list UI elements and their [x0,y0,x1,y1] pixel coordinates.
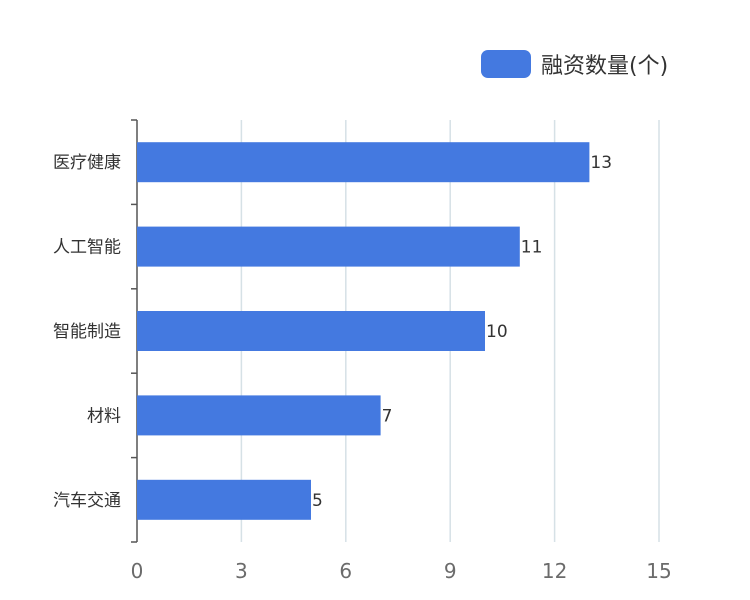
category-label: 汽车交通 [53,491,121,511]
bar [137,226,520,267]
bar [137,142,590,183]
x-tick-label: 9 [444,559,457,583]
data-label: 5 [312,491,323,511]
data-label: 7 [382,406,393,426]
legend: 融资数量(个) [481,48,668,80]
x-tick-label: 15 [646,559,671,583]
bar [137,395,381,436]
category-label: 智能制造 [53,322,121,342]
bar [137,479,311,520]
category-label: 材料 [87,406,121,426]
x-tick-label: 0 [131,559,144,583]
x-tick-label: 3 [235,559,248,583]
x-tick-label: 12 [542,559,567,583]
category-label: 医疗健康 [53,153,121,173]
bar [137,311,485,351]
data-label: 13 [590,153,612,173]
legend-label: 融资数量(个) [541,54,669,79]
data-label: 10 [486,322,508,342]
data-label: 11 [521,238,543,258]
x-tick-label: 6 [339,559,352,583]
legend-swatch [481,50,531,78]
category-label: 人工智能 [53,238,121,258]
